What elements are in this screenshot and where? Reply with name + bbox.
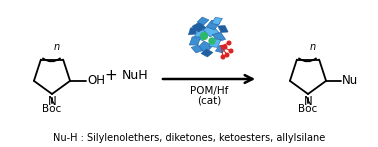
Text: Boc: Boc	[42, 104, 62, 114]
Polygon shape	[192, 22, 206, 32]
Text: Nu-H : Silylenolethers, diketones, ketoesters, allylsilane: Nu-H : Silylenolethers, diketones, ketoe…	[53, 133, 325, 143]
Text: NuH: NuH	[122, 69, 148, 81]
Text: n: n	[310, 42, 316, 52]
Circle shape	[223, 45, 227, 49]
Text: OH: OH	[87, 74, 105, 87]
Text: n: n	[54, 42, 60, 52]
Text: (cat): (cat)	[197, 95, 221, 105]
Polygon shape	[194, 29, 209, 41]
Polygon shape	[209, 39, 221, 47]
Circle shape	[209, 38, 215, 44]
Circle shape	[229, 49, 233, 53]
Circle shape	[221, 55, 225, 59]
Polygon shape	[212, 32, 226, 42]
Text: +: +	[105, 67, 118, 82]
Circle shape	[225, 53, 229, 57]
Polygon shape	[215, 45, 227, 53]
Polygon shape	[197, 17, 209, 25]
Text: POM/Hf: POM/Hf	[190, 86, 228, 96]
Polygon shape	[189, 37, 201, 45]
Polygon shape	[201, 49, 213, 57]
Text: N: N	[304, 95, 312, 108]
Polygon shape	[206, 20, 220, 30]
Text: N: N	[48, 95, 56, 108]
Text: Nu: Nu	[342, 74, 358, 87]
Polygon shape	[218, 26, 228, 32]
Polygon shape	[203, 25, 219, 37]
Polygon shape	[191, 45, 203, 53]
Text: Boc: Boc	[298, 104, 318, 114]
Polygon shape	[212, 17, 222, 25]
Circle shape	[227, 41, 231, 45]
Circle shape	[200, 32, 208, 40]
Polygon shape	[188, 27, 198, 35]
Polygon shape	[197, 41, 213, 53]
